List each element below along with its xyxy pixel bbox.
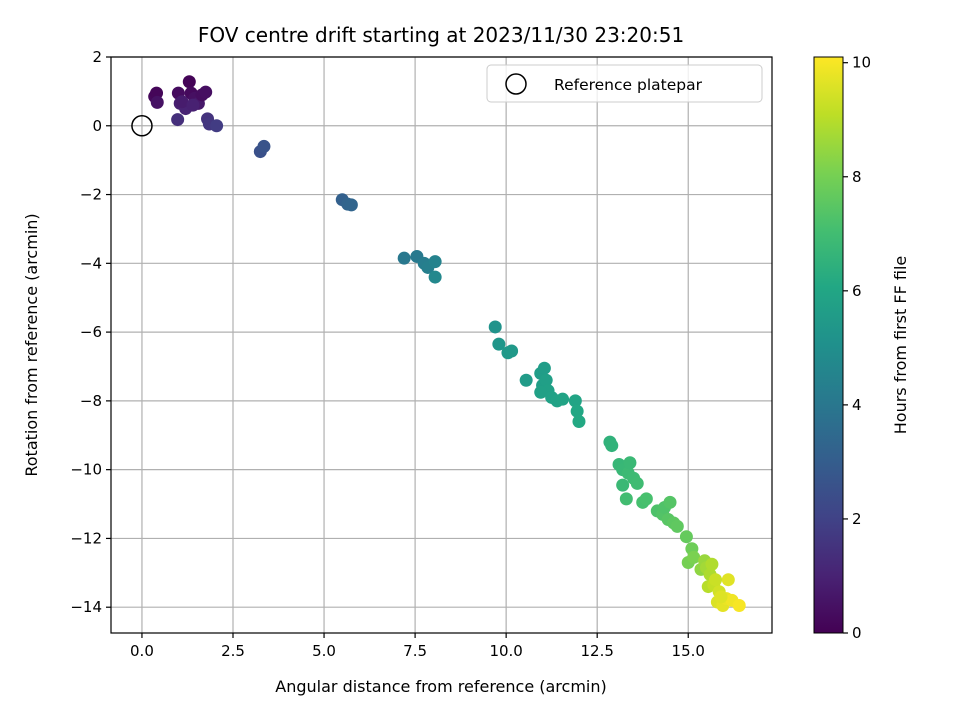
grid: [111, 56, 772, 633]
y-tick-label: 0: [92, 117, 102, 135]
data-point: [556, 392, 570, 406]
data-point: [679, 530, 693, 544]
data-point: [182, 75, 196, 89]
data-point: [537, 361, 551, 375]
colorbar-tick-label: 2: [852, 510, 862, 528]
colorbar-tick-label: 8: [852, 168, 862, 186]
plot-frame: [110, 56, 773, 634]
y-tick-label: −8: [80, 392, 102, 410]
chart-title: FOV centre drift starting at 2023/11/30 …: [198, 23, 684, 47]
data-point: [568, 394, 582, 408]
data-point: [721, 573, 735, 587]
data-point: [519, 373, 533, 387]
data-point: [186, 98, 200, 112]
colorbar-tick-label: 4: [852, 396, 862, 414]
data-point: [732, 598, 746, 612]
legend-marker-open-circle: [505, 73, 527, 95]
colorbar-tick-label: 0: [852, 624, 862, 642]
data-point: [175, 95, 189, 109]
reference-point-marker: [131, 115, 153, 137]
data-point: [488, 320, 502, 334]
data-point: [639, 492, 653, 506]
x-tick-label: 2.5: [221, 642, 245, 660]
data-point: [572, 415, 586, 429]
data-points: [148, 75, 746, 612]
data-point: [605, 439, 619, 453]
y-axis-ticks: 2 0 −2 −4 −6 −8 −10 −12 −14: [70, 48, 111, 616]
data-point: [150, 86, 164, 100]
data-point: [257, 139, 271, 153]
x-tick-label: 10.0: [489, 642, 522, 660]
data-point: [709, 573, 723, 587]
data-point: [171, 113, 185, 127]
data-point: [492, 337, 506, 351]
data-point: [705, 557, 719, 571]
y-tick-label: −4: [80, 254, 102, 272]
data-point: [428, 270, 442, 284]
y-tick-label: −10: [70, 461, 102, 479]
x-tick-label: 5.0: [312, 642, 336, 660]
data-point: [199, 85, 213, 99]
data-point: [687, 550, 701, 564]
y-tick-label: −2: [80, 186, 102, 204]
colorbar-tick-label: 6: [852, 282, 862, 300]
y-tick-label: −12: [70, 529, 102, 547]
x-tick-label: 12.5: [580, 642, 613, 660]
data-point: [150, 95, 164, 109]
data-point: [210, 119, 224, 133]
colorbar-ticks: 0 2 4 6 8 10: [843, 54, 871, 642]
colorbar-label: Hours from first FF file: [891, 256, 910, 435]
x-tick-label: 0.0: [130, 642, 154, 660]
x-axis-label: Angular distance from reference (arcmin): [275, 677, 606, 696]
data-point: [534, 385, 548, 399]
y-axis-label: Rotation from reference (arcmin): [22, 213, 41, 476]
data-point: [616, 478, 630, 492]
data-point: [670, 519, 684, 533]
data-point: [570, 404, 584, 418]
y-tick-label: 2: [92, 48, 102, 66]
colorbar-tick-label: 10: [852, 54, 871, 72]
data-point: [663, 495, 677, 509]
data-point: [428, 255, 442, 269]
data-point: [623, 456, 637, 470]
reference-layer: [131, 115, 153, 137]
data-point: [344, 198, 358, 212]
data-point: [619, 492, 633, 506]
y-tick-label: −14: [70, 598, 102, 616]
y-tick-label: −6: [80, 323, 102, 341]
colorbar-gradient: [813, 56, 844, 634]
x-axis-ticks: 0.0 2.5 5.0 7.5 10.0 12.5 15.0: [130, 633, 705, 660]
data-point: [397, 251, 411, 265]
data-point: [505, 344, 519, 358]
x-tick-label: 15.0: [672, 642, 705, 660]
data-point: [714, 590, 728, 604]
colorbar: 0 2 4 6 8 10 Hours from first FF file: [813, 54, 910, 642]
legend-entry-label: Reference platepar: [554, 76, 703, 94]
data-point: [630, 476, 644, 490]
legend: Reference platepar: [486, 64, 763, 103]
legend-box: [486, 64, 763, 103]
x-tick-label: 7.5: [403, 642, 427, 660]
data-point: [539, 373, 553, 387]
